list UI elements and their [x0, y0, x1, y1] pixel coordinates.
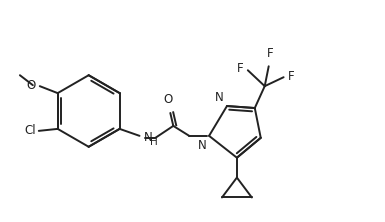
- Text: N: N: [144, 131, 152, 144]
- Text: O: O: [164, 93, 173, 106]
- Text: H: H: [151, 137, 158, 147]
- Text: Cl: Cl: [24, 124, 36, 137]
- Text: O: O: [27, 79, 36, 92]
- Text: F: F: [237, 62, 244, 75]
- Text: F: F: [266, 47, 273, 60]
- Text: F: F: [288, 70, 294, 83]
- Text: N: N: [198, 139, 207, 152]
- Text: N: N: [215, 91, 224, 104]
